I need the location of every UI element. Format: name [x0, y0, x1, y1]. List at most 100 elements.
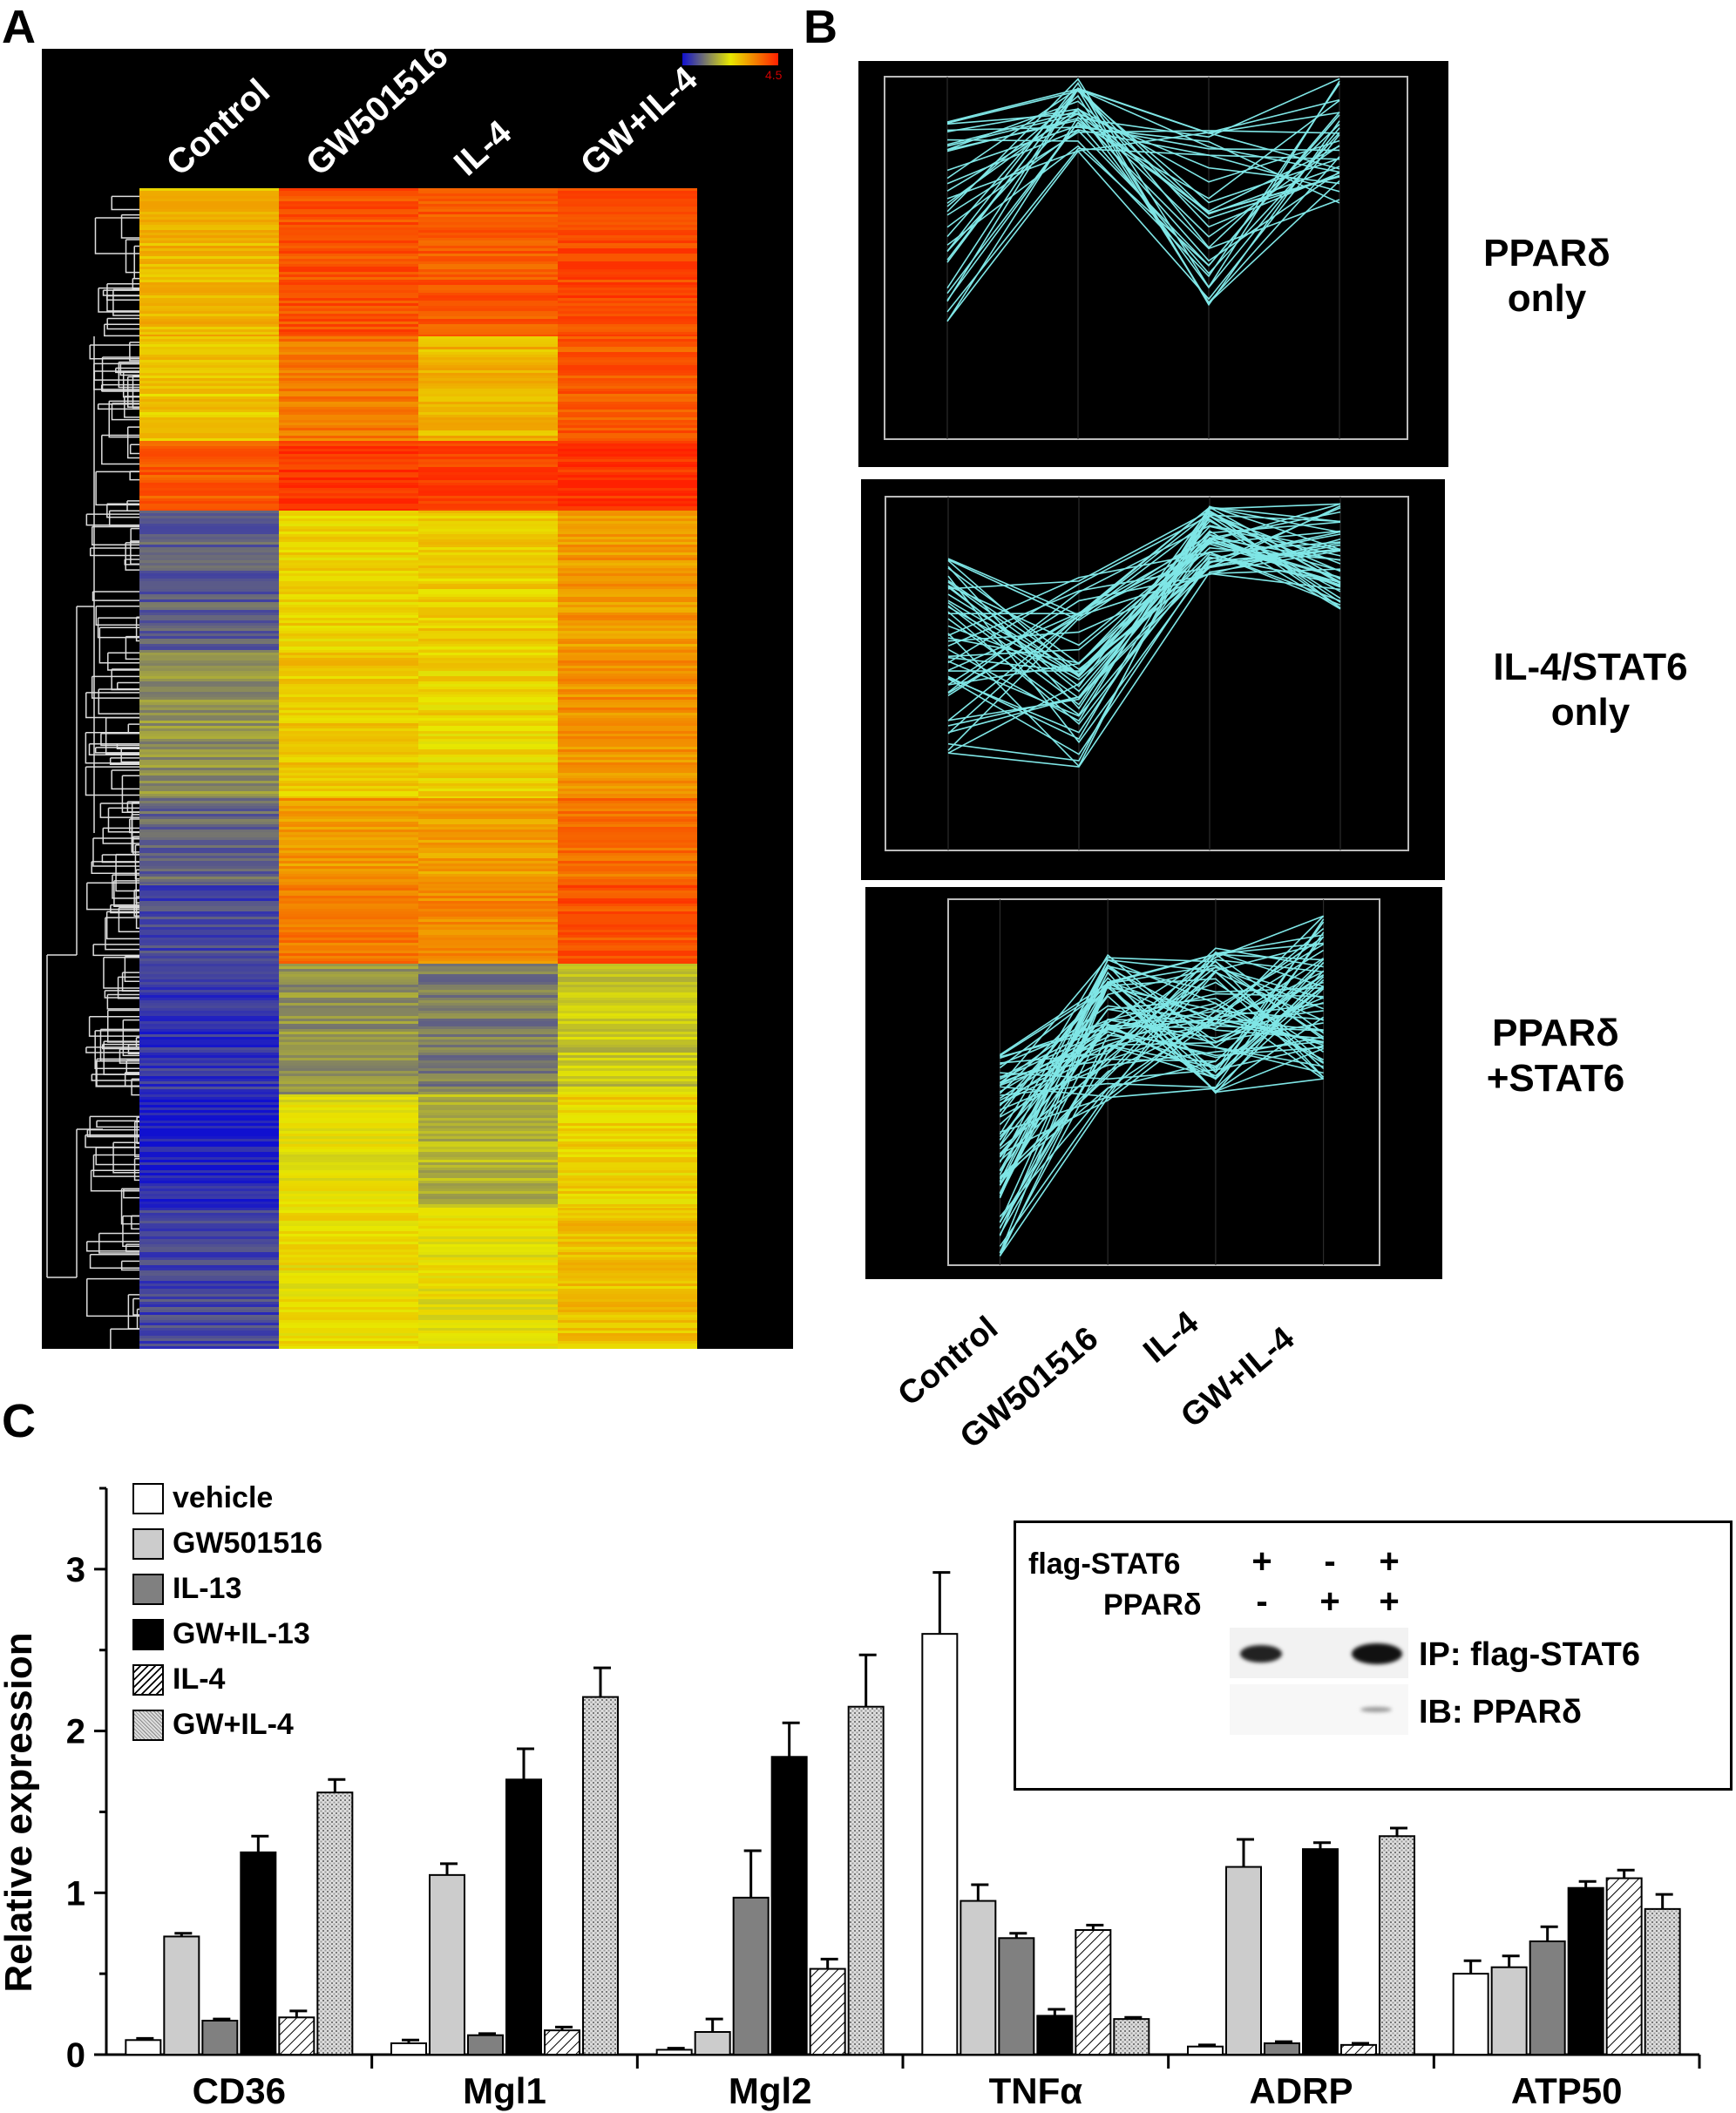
cluster-label-3: PPARδ +STAT6 — [1486, 1012, 1625, 1100]
heatmap-cell — [418, 896, 558, 898]
heatmap-cell — [139, 225, 279, 227]
heatmap-cell — [558, 214, 697, 217]
heatmap-cell — [418, 563, 558, 565]
heatmap-cell — [418, 837, 558, 840]
heatmap-cell — [139, 689, 279, 692]
cluster-label-2: IL-4/STAT6 only — [1493, 646, 1688, 734]
heatmap-cell — [139, 666, 279, 668]
cluster-line — [947, 549, 1341, 681]
heatmap-cell — [139, 755, 279, 757]
heatmap-cell — [418, 1333, 558, 1336]
heatmap-cell — [139, 927, 279, 930]
heatmap-cell — [279, 1071, 418, 1073]
heatmap-cell — [279, 449, 418, 451]
heatmap-cell — [418, 1152, 558, 1155]
heatmap-cell — [139, 412, 279, 415]
heatmap-cell — [558, 1094, 697, 1097]
heatmap-cell — [418, 594, 558, 597]
heatmap-cell — [139, 1268, 279, 1270]
heatmap-cell — [418, 869, 558, 871]
heatmap-cell — [279, 898, 418, 901]
heatmap-cell — [279, 516, 418, 518]
heatmap-cell — [558, 801, 697, 803]
heatmap-cell — [418, 1066, 558, 1068]
heatmap-cell — [558, 671, 697, 674]
heatmap-cell — [279, 537, 418, 539]
heatmap-cell — [139, 990, 279, 992]
heatmap-cell — [558, 370, 697, 373]
heatmap-cell — [558, 781, 697, 783]
error-bar — [1540, 1925, 1558, 1941]
heatmap-cell — [558, 845, 697, 848]
heatmap-cell — [279, 1281, 418, 1283]
heatmap-cell — [279, 1081, 418, 1084]
heatmap-cell — [139, 1000, 279, 1003]
bar-vehicle — [125, 2039, 162, 2055]
heatmap-cell — [418, 1294, 558, 1297]
heatmap-cell — [279, 1003, 418, 1006]
heatmap-cell — [139, 1149, 279, 1152]
heatmap-cell — [418, 660, 558, 663]
heatmap-cell — [279, 1168, 418, 1170]
heatmap-cell — [279, 708, 418, 710]
heatmap-cell — [279, 319, 418, 322]
heatmap-cell — [558, 830, 697, 832]
heatmap-cell — [279, 972, 418, 974]
heatmap-cell — [418, 269, 558, 272]
heatmap-cell — [279, 1050, 418, 1053]
heatmap-cell — [418, 824, 558, 827]
heatmap-cell — [279, 747, 418, 749]
cluster-plot-1 — [884, 76, 1408, 440]
heatmap-cell — [279, 1304, 418, 1307]
heatmap-cell — [418, 1283, 558, 1286]
heatmap-cell — [139, 1066, 279, 1068]
heatmap-cell — [139, 365, 279, 368]
heatmap-cell — [139, 1055, 279, 1058]
inset-sign-r1c2: - — [1324, 1542, 1336, 1581]
heatmap-cell — [418, 866, 558, 869]
heatmap-cell — [558, 966, 697, 969]
heatmap-cell — [139, 581, 279, 584]
dendrogram-branch — [126, 426, 139, 459]
heatmap-cell — [279, 1026, 418, 1029]
heatmap-cell — [139, 708, 279, 710]
heatmap-cell — [418, 301, 558, 303]
heatmap-cell — [279, 721, 418, 723]
heatmap-cell — [558, 594, 697, 597]
heatmap-cell — [558, 449, 697, 451]
error-bar — [440, 1862, 458, 1875]
bar-il-13 — [1264, 2042, 1300, 2055]
heatmap-cell — [558, 274, 697, 277]
heatmap-cell — [558, 565, 697, 568]
dendrogram-branch — [101, 356, 139, 392]
heatmap-cell — [558, 230, 697, 233]
error-bar — [1655, 1893, 1673, 1909]
heatmap-cell — [279, 362, 418, 365]
heatmap-cell — [418, 1050, 558, 1053]
heatmap-cell — [418, 428, 558, 430]
heatmap-cell — [279, 641, 418, 644]
heatmap-cell — [279, 1175, 418, 1178]
heatmap-cell — [418, 863, 558, 866]
heatmap-cell — [139, 324, 279, 327]
heatmap-cell — [418, 726, 558, 728]
heatmap-cell — [558, 301, 697, 303]
heatmap-cell — [139, 420, 279, 423]
heatmap-cell — [279, 389, 418, 391]
heatmap-cell — [418, 811, 558, 814]
heatmap-cell — [558, 681, 697, 684]
heatmap-cell — [279, 982, 418, 985]
heatmap-cell — [418, 663, 558, 666]
heatmap-cell — [418, 731, 558, 734]
heatmap-cell — [418, 687, 558, 689]
heatmap-cell — [558, 768, 697, 770]
heatmap-cell — [139, 1068, 279, 1071]
heatmap-cell — [279, 1042, 418, 1045]
heatmap-cell — [279, 914, 418, 917]
heatmap-cell — [279, 1149, 418, 1152]
heatmap-cell — [558, 1320, 697, 1323]
heatmap-cell — [418, 843, 558, 845]
heatmap-cell — [418, 314, 558, 316]
heatmap-cell — [558, 438, 697, 441]
heatmap-cell — [558, 1244, 697, 1247]
